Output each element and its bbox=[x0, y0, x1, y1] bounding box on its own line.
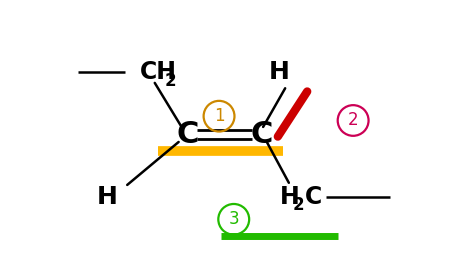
Text: 2: 2 bbox=[292, 196, 304, 214]
Text: H: H bbox=[269, 60, 290, 84]
Text: C: C bbox=[305, 185, 322, 209]
Text: CH: CH bbox=[140, 60, 177, 84]
Text: C: C bbox=[250, 120, 273, 149]
Text: 2: 2 bbox=[165, 72, 177, 90]
Text: C: C bbox=[177, 120, 199, 149]
Text: H: H bbox=[280, 185, 300, 209]
Text: 3: 3 bbox=[228, 210, 239, 228]
Text: 1: 1 bbox=[214, 107, 224, 125]
Text: 2: 2 bbox=[348, 112, 358, 129]
Text: H: H bbox=[97, 185, 118, 209]
